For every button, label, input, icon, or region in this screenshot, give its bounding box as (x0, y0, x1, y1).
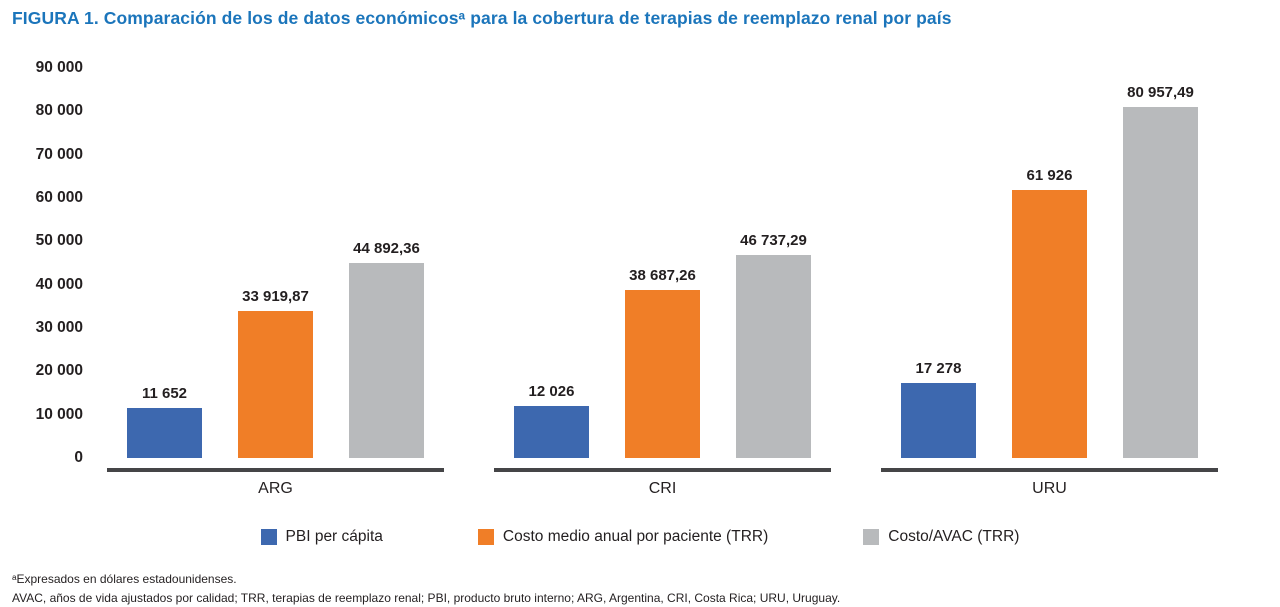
bar (736, 255, 811, 458)
bar-wrap: 17 278 (901, 68, 976, 458)
bar-wrap: 44 892,36 (349, 68, 424, 458)
category-axis-line (494, 468, 831, 472)
y-tick-label: 0 (74, 449, 83, 466)
y-tick-label: 30 000 (35, 319, 83, 337)
bar-cluster: 11 652 33 919,87 44 892,36 (107, 68, 444, 458)
category-label: CRI (648, 480, 677, 497)
category-label: URU (1032, 480, 1067, 497)
bar-value-label: 61 926 (1026, 166, 1073, 184)
bar (1123, 107, 1198, 458)
footnotes: ᵃExpresados en dólares estadounidenses. … (12, 570, 1268, 607)
y-tick-label: 40 000 (35, 275, 83, 293)
bar-cluster: 12 026 38 687,26 46 737,29 (494, 68, 831, 458)
y-axis: 0 10 000 20 000 30 000 40 000 50 000 60 000 70 … (12, 59, 97, 466)
y-tick-label: 60 000 (35, 189, 83, 207)
legend-label: Costo medio anual por paciente (TRR) (502, 528, 769, 545)
figure-title: FIGURA 1. Comparación de los de datos ec… (12, 8, 952, 28)
legend-label: Costo/AVAC (TRR) (888, 528, 1020, 545)
bar (625, 290, 700, 458)
bar-value-label: 11 652 (141, 384, 188, 402)
footnote-units: ᵃExpresados en dólares estadounidenses. (12, 572, 237, 586)
y-tick-label: 80 000 (35, 102, 83, 120)
bar (127, 407, 202, 458)
bar-value-label: 44 892,36 (353, 240, 420, 258)
bar-wrap: 80 957,49 (1123, 68, 1198, 458)
bar-wrap: 11 652 (127, 68, 202, 458)
legend-item: PBI per cápita (260, 528, 383, 546)
category-group: 17 278 61 926 80 957,49 URU (881, 68, 1268, 498)
plot-area: 11 652 33 919,87 44 892,36 ARG 12 026 38 687,… (107, 68, 1268, 498)
category-axis-line (881, 468, 1218, 472)
bar-wrap: 46 737,29 (736, 68, 811, 458)
bar (514, 405, 589, 458)
legend-label: PBI per cápita (285, 528, 383, 545)
bar-wrap: 33 919,87 (238, 68, 313, 458)
bar-value-label: 38 687,26 (629, 267, 696, 285)
footnote-abbreviations: AVAC, años de vida ajustados por calidad… (12, 590, 841, 605)
y-tick-label: 90 000 (35, 59, 83, 76)
y-tick-label: 10 000 (35, 405, 83, 423)
legend-swatch (477, 529, 494, 545)
bar-value-label: 80 957,49 (1127, 84, 1194, 102)
bar-wrap: 38 687,26 (625, 68, 700, 458)
bar-chart: 0 10 000 20 000 30 000 40 000 50 000 60 000 70 … (12, 59, 1268, 498)
bar (901, 383, 976, 458)
category-axis-line (107, 468, 444, 472)
category-label: ARG (258, 480, 293, 497)
bar-value-label: 17 278 (915, 360, 962, 378)
bar-value-label: 12 026 (528, 382, 575, 400)
bar (238, 311, 313, 458)
legend-swatch (260, 529, 277, 545)
bar (349, 263, 424, 458)
legend-swatch (863, 529, 880, 545)
bar-wrap: 12 026 (514, 68, 589, 458)
bar (1012, 189, 1087, 458)
y-tick-label: 70 000 (35, 145, 83, 163)
y-tick-label: 50 000 (35, 232, 83, 250)
category-group: 12 026 38 687,26 46 737,29 CRI (494, 68, 881, 498)
legend: PBI per cápita Costo medio anual por paci… (12, 528, 1268, 546)
category-group: 11 652 33 919,87 44 892,36 ARG (107, 68, 494, 498)
bar-wrap: 61 926 (1012, 68, 1087, 458)
legend-item: Costo/AVAC (TRR) (863, 528, 1019, 546)
y-tick-label: 20 000 (35, 362, 83, 380)
bar-value-label: 46 737,29 (740, 232, 807, 250)
bar-cluster: 17 278 61 926 80 957,49 (881, 68, 1218, 458)
bar-value-label: 33 919,87 (242, 288, 309, 306)
legend-item: Costo medio anual por paciente (TRR) (477, 528, 769, 546)
